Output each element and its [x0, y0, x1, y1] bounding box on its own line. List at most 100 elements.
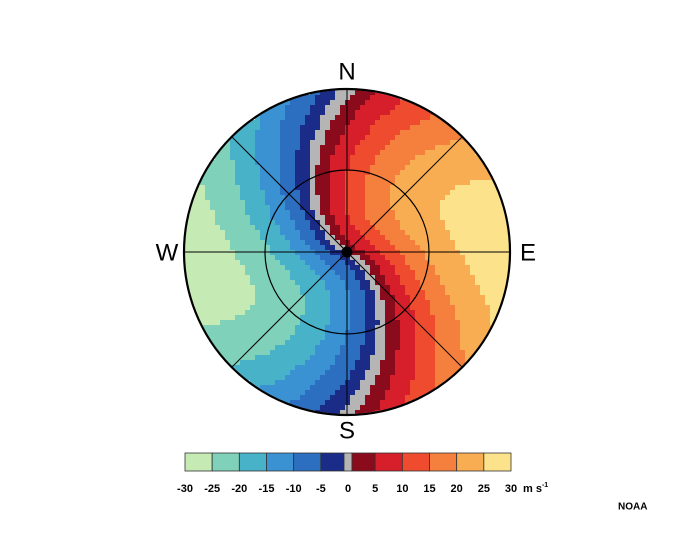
- velocity-cell: [225, 310, 231, 316]
- velocity-cell: [385, 225, 391, 231]
- velocity-cell: [420, 250, 426, 256]
- velocity-cell: [430, 175, 436, 181]
- velocity-cell: [260, 240, 266, 246]
- velocity-cell: [450, 160, 456, 166]
- velocity-cell: [250, 330, 256, 336]
- velocity-cell: [440, 285, 446, 291]
- velocity-cell: [210, 330, 216, 336]
- velocity-cell: [320, 155, 326, 161]
- velocity-cell: [265, 235, 271, 241]
- velocity-cell: [350, 100, 356, 106]
- velocity-cell: [290, 210, 296, 216]
- velocity-cell: [390, 350, 396, 356]
- velocity-cell: [375, 405, 381, 411]
- colorbar-tick-label: -30: [177, 483, 193, 495]
- velocity-cell: [240, 245, 246, 251]
- velocity-cell: [385, 345, 391, 351]
- velocity-cell: [220, 175, 226, 181]
- velocity-cell: [400, 185, 406, 191]
- colorbar-swatch: [184, 452, 213, 472]
- velocity-cell: [460, 320, 466, 326]
- velocity-cell: [440, 215, 446, 221]
- velocity-cell: [380, 170, 386, 176]
- velocity-cell: [480, 275, 486, 281]
- velocity-cell: [320, 280, 326, 286]
- velocity-cell: [245, 215, 251, 221]
- velocity-cell: [330, 110, 336, 116]
- velocity-cell: [200, 210, 206, 216]
- velocity-cell: [345, 410, 351, 414]
- velocity-cell: [370, 335, 376, 341]
- velocity-cell: [250, 290, 256, 296]
- velocity-cell: [420, 265, 426, 271]
- velocity-cell: [280, 355, 286, 361]
- velocity-cell: [365, 255, 371, 261]
- velocity-cell: [340, 120, 346, 126]
- velocity-cell: [345, 180, 351, 186]
- velocity-cell: [415, 350, 421, 356]
- velocity-cell: [295, 150, 301, 156]
- velocity-cell: [210, 250, 216, 256]
- velocity-cell: [315, 215, 321, 221]
- velocity-cell: [435, 325, 441, 331]
- velocity-cell: [360, 125, 366, 131]
- velocity-cell: [215, 275, 221, 281]
- velocity-cell: [385, 180, 391, 186]
- velocity-cell: [370, 255, 376, 261]
- velocity-cell: [385, 245, 391, 251]
- velocity-cell: [320, 405, 326, 411]
- velocity-cell: [285, 385, 291, 391]
- colorbar-swatch: [351, 452, 376, 472]
- velocity-cell: [295, 370, 301, 376]
- velocity-cell: [435, 130, 441, 136]
- velocity-cell: [285, 225, 291, 231]
- velocity-cell: [205, 325, 211, 331]
- velocity-cell: [285, 195, 291, 201]
- velocity-cell: [390, 390, 396, 396]
- velocity-cell: [390, 320, 396, 326]
- velocity-cell: [210, 235, 216, 241]
- velocity-cell: [310, 135, 316, 141]
- velocity-cell: [440, 365, 446, 371]
- colorbar-tick-label: 0: [345, 483, 351, 495]
- velocity-cell: [455, 325, 461, 331]
- velocity-cell: [270, 290, 276, 296]
- velocity-cell: [365, 285, 371, 291]
- velocity-cell: [240, 365, 246, 371]
- velocity-cell: [235, 355, 241, 361]
- velocity-cell: [250, 200, 256, 206]
- velocity-cell: [280, 345, 286, 351]
- velocity-cell: [350, 380, 356, 386]
- velocity-cell: [290, 330, 296, 336]
- velocity-cell: [270, 325, 276, 331]
- velocity-cell: [285, 260, 291, 266]
- velocity-cell: [305, 115, 311, 121]
- velocity-cell: [410, 270, 416, 276]
- velocity-cell: [305, 130, 311, 136]
- velocity-cell: [415, 335, 421, 341]
- velocity-cell: [275, 280, 281, 286]
- velocity-cell: [460, 225, 466, 231]
- velocity-cell: [225, 300, 231, 306]
- velocity-cell: [330, 155, 336, 161]
- velocity-cell: [340, 315, 346, 321]
- velocity-cell: [395, 305, 401, 311]
- velocity-cell: [485, 225, 491, 231]
- velocity-cell: [240, 235, 246, 241]
- velocity-cell: [280, 290, 286, 296]
- velocity-cell: [480, 185, 486, 191]
- velocity-cell: [370, 330, 376, 336]
- velocity-cell: [320, 330, 326, 336]
- velocity-cell: [355, 150, 361, 156]
- velocity-cell: [245, 315, 251, 321]
- velocity-cell: [365, 390, 371, 396]
- velocity-cell: [415, 120, 421, 126]
- velocity-cell: [390, 265, 396, 271]
- velocity-cell: [305, 150, 311, 156]
- velocity-cell: [310, 105, 316, 111]
- velocity-cell: [415, 295, 421, 301]
- velocity-cell: [210, 175, 216, 181]
- velocity-cell: [480, 250, 486, 256]
- velocity-cell: [265, 130, 271, 136]
- velocity-cell: [215, 165, 221, 171]
